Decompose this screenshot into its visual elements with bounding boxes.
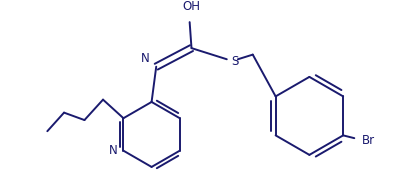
Text: S: S (231, 55, 239, 68)
Text: OH: OH (183, 0, 200, 13)
Text: Br: Br (362, 133, 375, 146)
Text: N: N (109, 144, 118, 157)
Text: N: N (141, 52, 150, 65)
